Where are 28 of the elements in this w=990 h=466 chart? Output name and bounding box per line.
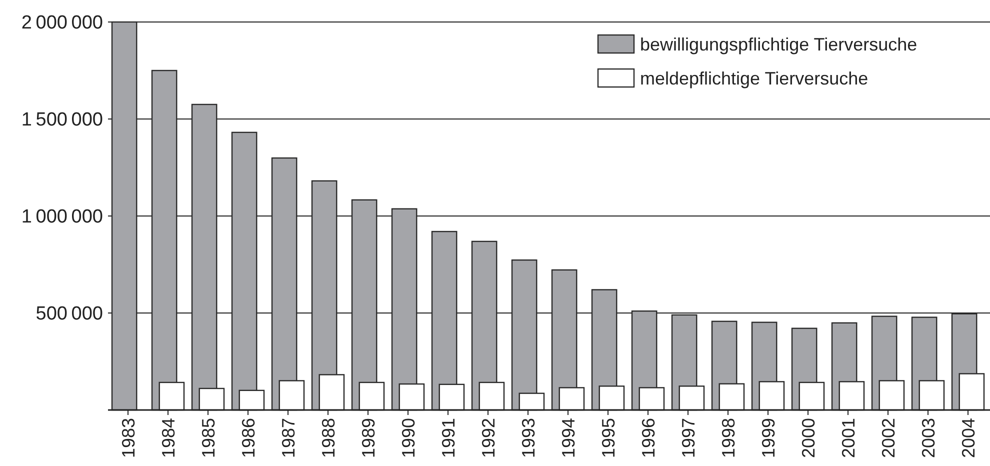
- x-tick-label: 1994: [558, 418, 578, 458]
- x-tick-label: 2002: [878, 418, 898, 458]
- x-tick-label: 1988: [318, 418, 338, 458]
- y-tick-label: 2 000 000: [21, 12, 103, 34]
- x-tick-label: 1996: [638, 418, 658, 458]
- x-tick-label: 1999: [758, 418, 778, 458]
- x-tick-label: 1985: [198, 418, 218, 458]
- x-tick-label: 1997: [678, 418, 698, 458]
- x-tick-label: 1983: [118, 418, 138, 458]
- x-tick-label: 2001: [838, 418, 858, 458]
- x-tick-label: 1989: [358, 418, 378, 458]
- x-tick-label: 1987: [278, 418, 298, 458]
- y-tick-label: 1 500 000: [21, 110, 103, 131]
- x-tick-label: 1986: [238, 418, 258, 458]
- x-tick-label: 1984: [158, 418, 178, 458]
- x-tick-label: 1993: [518, 418, 538, 458]
- y-tick-label: 500 000: [36, 304, 103, 325]
- x-tick-label: 2003: [918, 418, 938, 458]
- x-tick-label: 2000: [798, 418, 818, 458]
- x-tick-label: 1998: [718, 418, 738, 458]
- x-tick-label: 1991: [438, 418, 458, 458]
- legend-label: bewilligungspflichtige Tierversuche: [640, 34, 918, 54]
- x-tick-label: 1995: [598, 418, 618, 458]
- legend-label: meldepflichtige Tierversuche: [640, 68, 868, 88]
- x-tick-label: 1990: [398, 418, 418, 458]
- x-tick-label: 1992: [478, 418, 498, 458]
- y-tick-label: 1 000 000: [21, 206, 103, 228]
- x-tick-label: 2004: [958, 418, 978, 458]
